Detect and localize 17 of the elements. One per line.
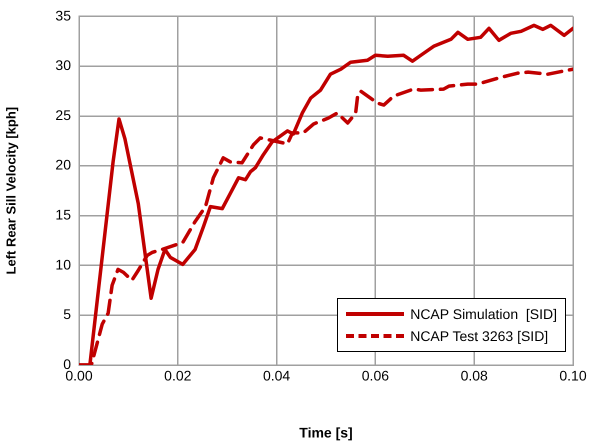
y-tick-label: 15: [55, 206, 72, 222]
x-tick-label: 0.04: [262, 367, 290, 384]
y-tick-label: 35: [55, 7, 72, 24]
x-tick-label: 0.08: [460, 367, 488, 384]
x-tick-label: 0.02: [164, 367, 192, 384]
y-axis-title: Left Rear Sill Velocity [kph]: [3, 106, 18, 275]
x-tick-label: 0.06: [362, 367, 390, 384]
legend-label: NCAP Simulation [SID]: [410, 306, 557, 322]
legend-label: NCAP Test 3263 [SID]: [410, 328, 548, 344]
y-tick-label: 20: [55, 156, 72, 173]
y-tick-label: 25: [55, 106, 72, 123]
y-tick-label: 30: [55, 57, 72, 74]
x-tick-label: 0.10: [559, 367, 587, 384]
y-tick-label: 10: [55, 256, 72, 272]
y-tick-label: 5: [63, 306, 72, 322]
x-axis-title: Time [s]: [299, 424, 353, 440]
y-tick-label: 0: [63, 356, 72, 372]
